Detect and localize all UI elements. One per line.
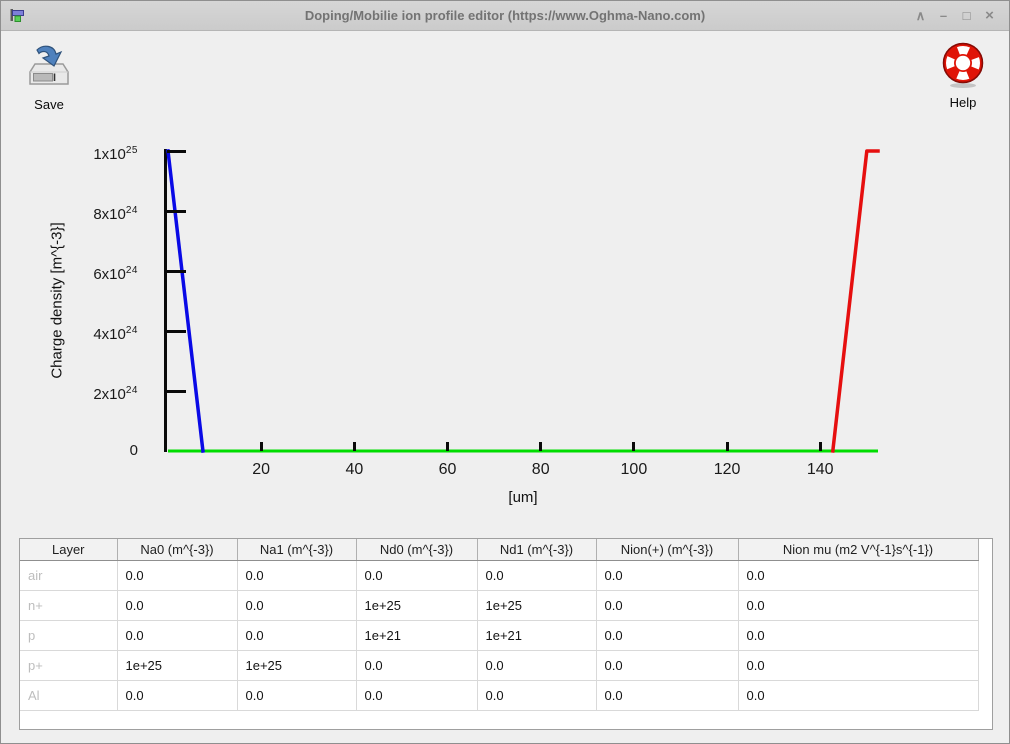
layer-table: Layer Na0 (m^{-3}) Na1 (m^{-3}) Nd0 (m^{… bbox=[20, 539, 979, 711]
x-tick-mark bbox=[818, 442, 822, 451]
y-tick-mark bbox=[167, 269, 186, 273]
value-cell[interactable]: 0.0 bbox=[355, 650, 478, 681]
app-icon bbox=[9, 7, 27, 23]
x-tick-label: 80 bbox=[531, 461, 550, 478]
x-tick-mark bbox=[259, 442, 263, 451]
y-tick-label: 4x1024 bbox=[93, 325, 138, 343]
y-axis-line bbox=[164, 149, 167, 452]
value-cell[interactable]: 0.0 bbox=[737, 650, 979, 681]
value-cell[interactable]: 0.0 bbox=[476, 560, 597, 591]
shade-button[interactable]: ∧ bbox=[915, 7, 926, 23]
table-row: n+ 0.0 0.0 1e+25 1e+25 0.0 0.0 bbox=[20, 590, 979, 621]
layer-name-cell: Al bbox=[20, 680, 118, 711]
y-tick-label: 6x1024 bbox=[93, 265, 138, 283]
table-row: air 0.0 0.0 0.0 0.0 0.0 0.0 bbox=[20, 560, 979, 591]
value-cell[interactable]: 0.0 bbox=[355, 560, 478, 591]
value-cell[interactable]: 0.0 bbox=[595, 560, 739, 591]
y-tick-label: 0 bbox=[129, 442, 138, 459]
layer-name-cell: p+ bbox=[20, 650, 118, 681]
value-cell[interactable]: 0.0 bbox=[595, 650, 739, 681]
y-tick-mark bbox=[167, 389, 186, 393]
x-tick-label: 140 bbox=[806, 461, 834, 478]
value-cell[interactable]: 0.0 bbox=[236, 560, 357, 591]
acceptor-profile-line bbox=[166, 149, 205, 453]
y-tick-label: 2x1024 bbox=[93, 385, 138, 403]
maximize-button[interactable]: □ bbox=[962, 8, 971, 23]
value-cell[interactable]: 0.0 bbox=[236, 680, 357, 711]
table-row: p+ 1e+25 1e+25 0.0 0.0 0.0 0.0 bbox=[20, 650, 979, 681]
value-cell[interactable]: 0.0 bbox=[116, 560, 238, 591]
save-button[interactable]: Save bbox=[21, 43, 77, 112]
x-tick-label: 100 bbox=[620, 461, 648, 478]
close-button[interactable]: × bbox=[985, 7, 994, 24]
x-tick-mark bbox=[539, 442, 543, 451]
titlebar[interactable]: Doping/Mobilie ion profile editor (https… bbox=[1, 1, 1009, 31]
value-cell[interactable]: 0.0 bbox=[116, 590, 238, 621]
value-cell[interactable]: 1e+25 bbox=[236, 650, 357, 681]
value-cell[interactable]: 1e+25 bbox=[355, 590, 478, 621]
layer-name-cell: p bbox=[20, 620, 118, 651]
x-axis-title: [um] bbox=[508, 489, 538, 506]
layer-table-panel: Layer Na0 (m^{-3}) Na1 (m^{-3}) Nd0 (m^{… bbox=[19, 538, 993, 730]
minimize-button[interactable]: – bbox=[939, 8, 948, 23]
y-tick-label: 1x1025 bbox=[93, 145, 138, 163]
value-cell[interactable]: 1e+25 bbox=[116, 650, 238, 681]
value-cell[interactable]: 1e+25 bbox=[476, 590, 597, 621]
help-button[interactable]: Help bbox=[935, 41, 991, 110]
value-cell[interactable]: 0.0 bbox=[737, 680, 979, 711]
value-cell[interactable]: 0.0 bbox=[595, 680, 739, 711]
value-cell[interactable]: 0.0 bbox=[476, 680, 597, 711]
value-cell[interactable]: 0.0 bbox=[476, 650, 597, 681]
x-tick-mark bbox=[725, 442, 729, 451]
window-title: Doping/Mobilie ion profile editor (https… bbox=[304, 8, 706, 23]
x-tick-mark bbox=[632, 442, 636, 451]
value-cell[interactable]: 0.0 bbox=[116, 620, 238, 651]
value-cell[interactable]: 0.0 bbox=[737, 560, 979, 591]
save-icon bbox=[27, 43, 71, 91]
value-cell[interactable]: 0.0 bbox=[595, 590, 739, 621]
value-cell[interactable]: 0.0 bbox=[236, 620, 357, 651]
value-cell[interactable]: 0.0 bbox=[737, 590, 979, 621]
col-header-nd0[interactable]: Nd0 (m^{-3}) bbox=[355, 539, 478, 561]
table-row: Al 0.0 0.0 0.0 0.0 0.0 0.0 bbox=[20, 680, 979, 711]
x-tick-mark bbox=[352, 442, 356, 451]
col-header-layer[interactable]: Layer bbox=[20, 539, 118, 561]
layer-name-cell: air bbox=[20, 560, 118, 591]
value-cell[interactable]: 0.0 bbox=[116, 680, 238, 711]
value-cell[interactable]: 0.0 bbox=[595, 620, 739, 651]
col-header-nion-mu[interactable]: Nion mu (m2 V^{-1}s^{-1}) bbox=[737, 539, 979, 561]
window-controls: ∧ – □ × bbox=[909, 1, 1001, 30]
col-header-nd1[interactable]: Nd1 (m^{-3}) bbox=[476, 539, 597, 561]
x-tick-label: 40 bbox=[345, 461, 364, 478]
value-cell[interactable]: 0.0 bbox=[737, 620, 979, 651]
y-tick-mark bbox=[167, 209, 186, 213]
table-header-row: Layer Na0 (m^{-3}) Na1 (m^{-3}) Nd0 (m^{… bbox=[20, 539, 979, 561]
x-tick-mark bbox=[446, 442, 450, 451]
table-row: p 0.0 0.0 1e+21 1e+21 0.0 0.0 bbox=[20, 620, 979, 651]
plot-canvas bbox=[166, 149, 880, 453]
y-tick-mark bbox=[167, 149, 186, 153]
value-cell[interactable]: 1e+21 bbox=[476, 620, 597, 651]
x-tick-label: 20 bbox=[252, 461, 271, 478]
layer-name-cell: n+ bbox=[20, 590, 118, 621]
col-header-na0[interactable]: Na0 (m^{-3}) bbox=[116, 539, 238, 561]
x-tick-label: 120 bbox=[713, 461, 741, 478]
save-label: Save bbox=[34, 97, 64, 112]
col-header-nion[interactable]: Nion(+) (m^{-3}) bbox=[595, 539, 739, 561]
y-tick-label: 8x1024 bbox=[93, 205, 138, 223]
value-cell[interactable]: 1e+21 bbox=[355, 620, 478, 651]
y-tick-mark bbox=[167, 329, 186, 333]
value-cell[interactable]: 0.0 bbox=[355, 680, 478, 711]
col-header-na1[interactable]: Na1 (m^{-3}) bbox=[236, 539, 357, 561]
help-icon bbox=[941, 41, 985, 89]
doping-profile-chart: Charge density [m^{-3}] [um] 20 40 60 80 100… bbox=[1, 129, 1009, 521]
donor-profile-line bbox=[830, 149, 880, 453]
value-cell[interactable]: 0.0 bbox=[236, 590, 357, 621]
help-label: Help bbox=[949, 95, 977, 110]
x-tick-label: 60 bbox=[438, 461, 457, 478]
